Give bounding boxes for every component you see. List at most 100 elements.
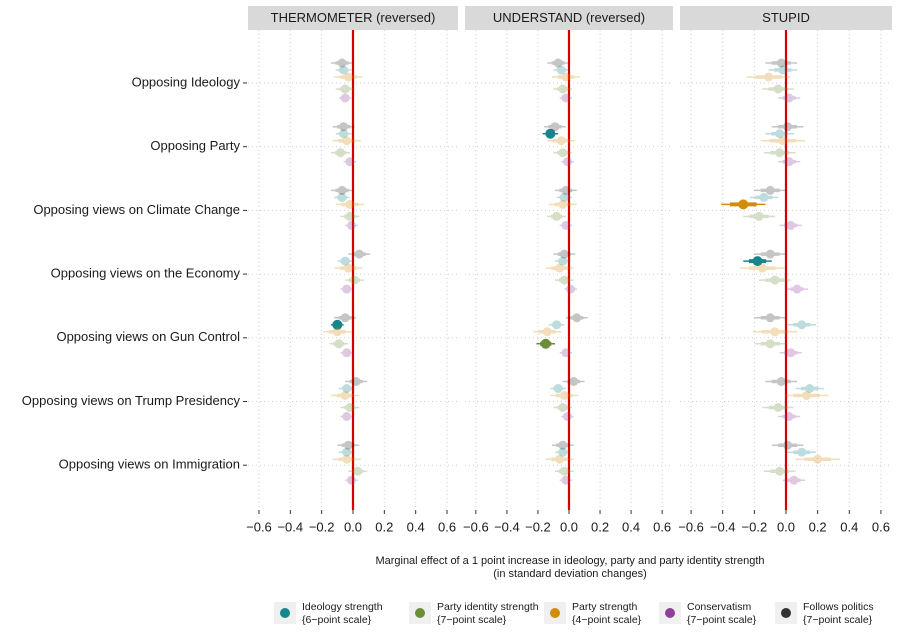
point	[776, 377, 786, 386]
x-tick-label: −0.6	[246, 519, 272, 534]
estimate	[550, 384, 566, 393]
point	[752, 256, 763, 267]
legend-label: Ideology strength	[302, 601, 383, 613]
estimate	[740, 263, 785, 273]
estimate	[547, 211, 566, 221]
estimate	[553, 148, 573, 158]
point	[339, 129, 349, 139]
estimate	[542, 128, 559, 139]
estimate	[553, 65, 569, 75]
point	[545, 128, 556, 139]
point	[339, 122, 349, 132]
x-tick-label: −0.6	[678, 519, 704, 534]
point	[346, 220, 356, 230]
point	[556, 136, 566, 146]
estimate	[547, 136, 576, 146]
legend-detail: {4−point scale}	[572, 614, 642, 626]
point	[342, 284, 352, 294]
estimate	[559, 93, 573, 103]
x-tick-label: 0.6	[438, 519, 456, 534]
estimate	[536, 338, 556, 349]
x-tick-label: 0.0	[344, 519, 362, 534]
point	[558, 199, 568, 209]
point	[342, 136, 352, 146]
legend-detail: {7−point scale}	[687, 614, 757, 626]
point	[765, 249, 775, 259]
estimate	[795, 454, 840, 464]
estimate	[561, 412, 574, 421]
estimate	[754, 185, 786, 195]
point	[340, 391, 350, 400]
point	[561, 93, 571, 103]
estimate	[332, 122, 355, 132]
point	[561, 72, 571, 82]
x-tick-label: 0.0	[560, 519, 578, 534]
point	[770, 275, 780, 285]
point	[345, 199, 355, 209]
x-tick-label: −0.6	[463, 519, 489, 534]
y-tick-label: Opposing Party	[150, 138, 240, 153]
estimate	[345, 220, 358, 230]
point	[340, 84, 350, 94]
estimate	[334, 313, 357, 323]
point	[337, 192, 347, 202]
estimate	[762, 403, 794, 412]
point	[342, 447, 352, 457]
x-tick-label: −0.4	[277, 519, 303, 534]
point	[550, 122, 560, 132]
estimate	[338, 93, 352, 103]
y-tick-label: Opposing views on Trump Presidency	[22, 393, 241, 408]
point	[343, 72, 353, 82]
estimate	[334, 263, 363, 273]
point	[345, 403, 355, 412]
point	[342, 454, 352, 464]
point	[562, 157, 572, 167]
x-tick-label: 0.0	[777, 519, 795, 534]
estimate	[561, 157, 574, 167]
x-tick-label: 0.2	[375, 519, 393, 534]
point	[339, 65, 349, 75]
point	[792, 284, 802, 294]
point	[561, 475, 571, 485]
estimate	[553, 249, 576, 259]
panel-title: UNDERSTAND (reversed)	[493, 10, 645, 25]
point	[784, 93, 794, 103]
point	[561, 348, 571, 358]
estimate	[763, 148, 796, 158]
point	[784, 412, 794, 421]
y-tick-label: Opposing Ideology	[132, 74, 241, 89]
point	[558, 403, 568, 412]
point	[783, 440, 793, 450]
estimate	[768, 65, 798, 75]
estimate	[743, 256, 772, 267]
estimate	[337, 440, 360, 450]
y-tick-label: Opposing views on the Economy	[51, 266, 241, 281]
estimate	[340, 211, 360, 221]
legend-dot	[665, 608, 675, 618]
estimate	[765, 58, 798, 68]
estimate	[335, 65, 352, 75]
estimate	[331, 148, 350, 158]
point	[757, 263, 767, 273]
point	[773, 403, 783, 412]
point	[562, 412, 572, 421]
point	[765, 313, 775, 323]
estimate	[337, 256, 353, 266]
point	[775, 129, 785, 139]
estimate	[778, 157, 801, 167]
estimate	[771, 122, 804, 132]
point	[558, 256, 568, 266]
estimate	[345, 377, 368, 386]
estimate	[795, 384, 824, 393]
point	[342, 348, 352, 358]
legend-dot	[550, 608, 560, 618]
point	[797, 447, 807, 457]
x-tick-label: 0.6	[872, 519, 890, 534]
panel-title: THERMOMETER (reversed)	[271, 10, 436, 25]
legend-label: Conservatism	[687, 601, 751, 613]
point	[765, 339, 775, 349]
x-tick-label: −0.2	[742, 519, 768, 534]
estimate	[556, 192, 573, 202]
point	[566, 284, 576, 294]
point	[561, 185, 571, 195]
